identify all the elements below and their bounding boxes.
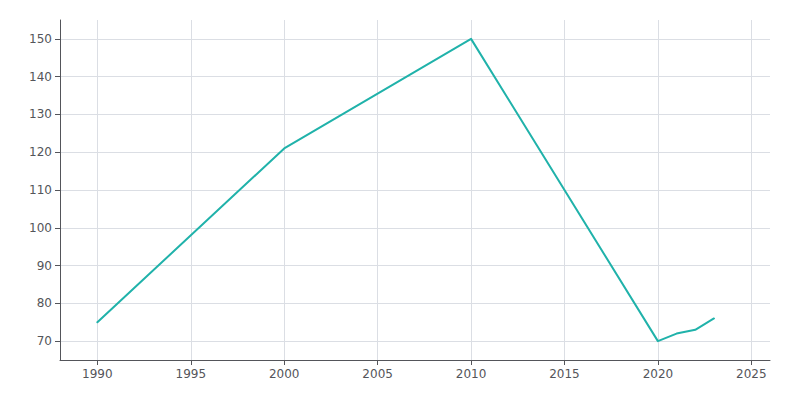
svg-text:2025: 2025	[736, 367, 767, 381]
svg-text:1995: 1995	[176, 367, 207, 381]
svg-text:100: 100	[29, 221, 52, 235]
svg-text:2000: 2000	[269, 367, 300, 381]
svg-text:70: 70	[37, 334, 52, 348]
svg-text:80: 80	[37, 296, 52, 310]
svg-text:1990: 1990	[82, 367, 113, 381]
svg-text:140: 140	[29, 70, 52, 84]
svg-text:2005: 2005	[362, 367, 393, 381]
svg-text:110: 110	[29, 183, 52, 197]
svg-text:150: 150	[29, 32, 52, 46]
svg-text:130: 130	[29, 107, 52, 121]
svg-text:2010: 2010	[456, 367, 487, 381]
svg-text:120: 120	[29, 145, 52, 159]
svg-text:90: 90	[37, 259, 52, 273]
svg-text:2020: 2020	[643, 367, 674, 381]
svg-text:2015: 2015	[549, 367, 580, 381]
